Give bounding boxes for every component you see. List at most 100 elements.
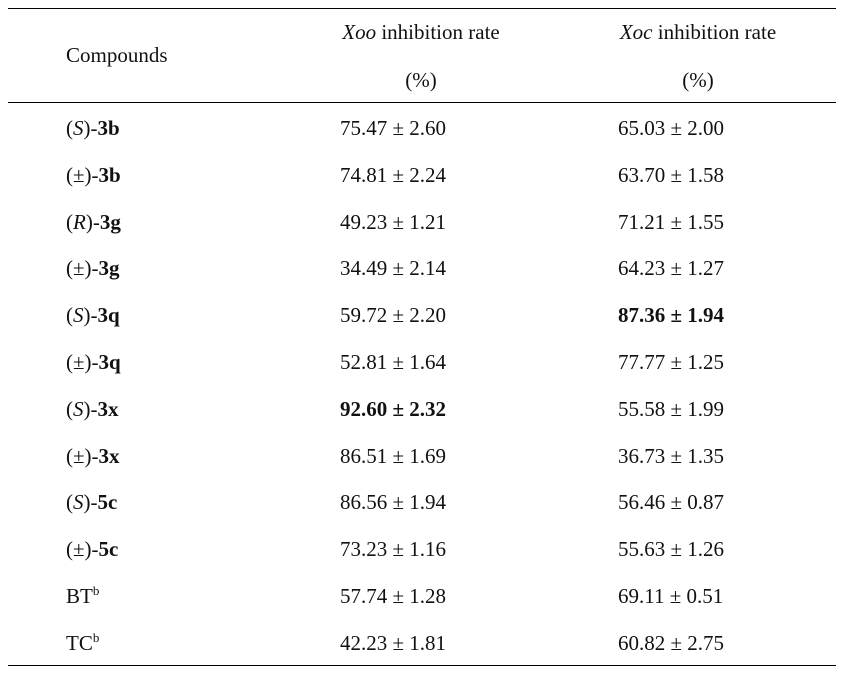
xoo-value: 52.81 ± 1.64 <box>340 350 447 374</box>
xoo-value: 34.49 ± 2.14 <box>340 256 447 281</box>
xoc-value: 60.82 ± 2.75 <box>618 630 725 655</box>
header-xoo-unit: (%) <box>405 68 437 92</box>
xoo-value: 49.23 ± 1.21 <box>340 209 447 234</box>
xoo-value: 57.74 ± 1.28 <box>340 584 447 608</box>
header-xoc-unit: (%) <box>682 68 714 92</box>
xoc-value: 77.77 ± 1.25 <box>618 350 725 374</box>
table-row: (R)-3g 49.23 ± 1.21 71.21 ± 1.55 <box>0 210 845 240</box>
stereo-open: ( <box>66 537 73 562</box>
compound-id: 3q <box>97 303 120 328</box>
stereo-descriptor: ± <box>73 443 85 468</box>
compound-cell: (±)-3g <box>66 256 120 281</box>
stereo-close: )- <box>83 396 98 421</box>
header-xoo-rest: inhibition rate <box>376 20 500 44</box>
xoc-value: 65.03 ± 2.00 <box>618 116 725 140</box>
compound-cell: (S)-3b <box>66 116 120 141</box>
stereo-close: )- <box>84 162 99 187</box>
stereo-open: ( <box>66 162 73 187</box>
compound-id: 3q <box>98 350 121 374</box>
compound-cell: (±)-3b <box>66 163 121 188</box>
compound-cell: (R)-3g <box>66 210 121 235</box>
stereo-close: )- <box>83 490 98 515</box>
stereo-descriptor: S <box>73 303 84 328</box>
stereo-close: )- <box>84 350 99 374</box>
stereo-descriptor: ± <box>73 162 85 187</box>
xoo-value: 75.47 ± 2.60 <box>340 116 447 140</box>
compound-id: 3x <box>98 443 120 468</box>
table-row: (±)-3q 52.81 ± 1.64 77.77 ± 1.25 <box>0 350 845 380</box>
compound-id: 5c <box>97 490 118 515</box>
stereo-descriptor: ± <box>73 537 85 562</box>
stereo-open: ( <box>66 396 73 421</box>
xoo-value: 42.23 ± 1.81 <box>340 630 447 655</box>
compound-id: 3g <box>98 256 120 281</box>
compound-id: BT <box>66 584 93 608</box>
stereo-open: ( <box>66 116 73 140</box>
compound-id: 3b <box>97 116 120 140</box>
table-top-rule <box>8 8 836 9</box>
xoc-value: 56.46 ± 0.87 <box>618 490 725 515</box>
table-row: (±)-3b 74.81 ± 2.24 63.70 ± 1.58 <box>0 163 845 193</box>
xoo-value: 73.23 ± 1.16 <box>340 537 447 562</box>
compound-id: 3b <box>98 162 121 187</box>
compound-cell: TCb <box>66 631 99 656</box>
compound-cell: (S)-3x <box>66 397 119 422</box>
footnote-marker: b <box>92 583 100 598</box>
compound-id: 3x <box>97 396 119 421</box>
compound-id: 3g <box>99 209 121 234</box>
table-row: TCb 42.23 ± 1.81 60.82 ± 2.75 <box>0 631 845 661</box>
compound-cell: (±)-3x <box>66 444 120 469</box>
stereo-open: ( <box>66 209 73 234</box>
compound-cell: (±)-5c <box>66 537 118 562</box>
header-xoc: Xoc inhibition rate <box>568 20 828 45</box>
xoc-value: 87.36 ± 1.94 <box>618 303 725 328</box>
footnote-marker: b <box>92 629 100 645</box>
compound-cell: BTb <box>66 584 99 609</box>
table-bottom-rule <box>8 665 836 666</box>
stereo-descriptor: S <box>73 490 84 515</box>
stereo-descriptor: ± <box>73 256 85 281</box>
xoc-value: 63.70 ± 1.58 <box>618 162 725 187</box>
stereo-descriptor: S <box>73 116 84 140</box>
xoo-value: 86.51 ± 1.69 <box>340 443 447 468</box>
table-row: (±)-3g 34.49 ± 2.14 64.23 ± 1.27 <box>0 256 845 286</box>
stereo-close: )- <box>84 256 99 281</box>
header-xoo: Xoo inhibition rate <box>291 20 551 45</box>
table-row: (S)-5c 86.56 ± 1.94 56.46 ± 0.87 <box>0 490 845 520</box>
stereo-close: )- <box>83 303 98 328</box>
stereo-descriptor: R <box>73 209 86 234</box>
compound-id: 5c <box>98 537 119 562</box>
stereo-close: )- <box>84 537 99 562</box>
stereo-open: ( <box>66 443 73 468</box>
header-xoc-rest: inhibition rate <box>652 20 777 44</box>
xoo-value: 86.56 ± 1.94 <box>340 490 447 515</box>
compound-cell: (±)-3q <box>66 350 121 375</box>
xoc-value: 55.63 ± 1.26 <box>618 537 725 562</box>
xoc-value: 71.21 ± 1.55 <box>618 209 725 234</box>
header-xoc-species: Xoc <box>619 20 653 44</box>
table-row: BTb 57.74 ± 1.28 69.11 ± 0.51 <box>0 584 845 614</box>
xoo-value: 92.60 ± 2.32 <box>340 396 447 421</box>
xoo-value: 59.72 ± 2.20 <box>340 303 447 328</box>
table-header-rule <box>8 102 836 103</box>
table-row: (±)-3x 86.51 ± 1.69 36.73 ± 1.35 <box>0 444 845 474</box>
stereo-close: )- <box>84 443 99 468</box>
stereo-close: )- <box>83 116 98 140</box>
xoc-value: 64.23 ± 1.27 <box>618 256 725 281</box>
stereo-open: ( <box>66 303 73 328</box>
header-xoo-species: Xoo <box>342 20 377 44</box>
stereo-open: ( <box>66 490 73 515</box>
header-compounds: Compounds <box>66 43 168 67</box>
xoc-value: 36.73 ± 1.35 <box>618 443 725 468</box>
compound-cell: (S)-5c <box>66 490 117 515</box>
stereo-descriptor: ± <box>73 350 85 374</box>
stereo-descriptor: S <box>73 396 84 421</box>
xoc-value: 69.11 ± 0.51 <box>618 584 724 608</box>
xoc-value: 55.58 ± 1.99 <box>618 396 725 421</box>
stereo-open: ( <box>66 350 73 374</box>
table-row: (±)-5c 73.23 ± 1.16 55.63 ± 1.26 <box>0 537 845 567</box>
xoo-value: 74.81 ± 2.24 <box>340 162 447 187</box>
stereo-close: )- <box>85 209 100 234</box>
compound-id: TC <box>66 630 93 655</box>
table-row: (S)-3b 75.47 ± 2.60 65.03 ± 2.00 <box>0 116 845 146</box>
